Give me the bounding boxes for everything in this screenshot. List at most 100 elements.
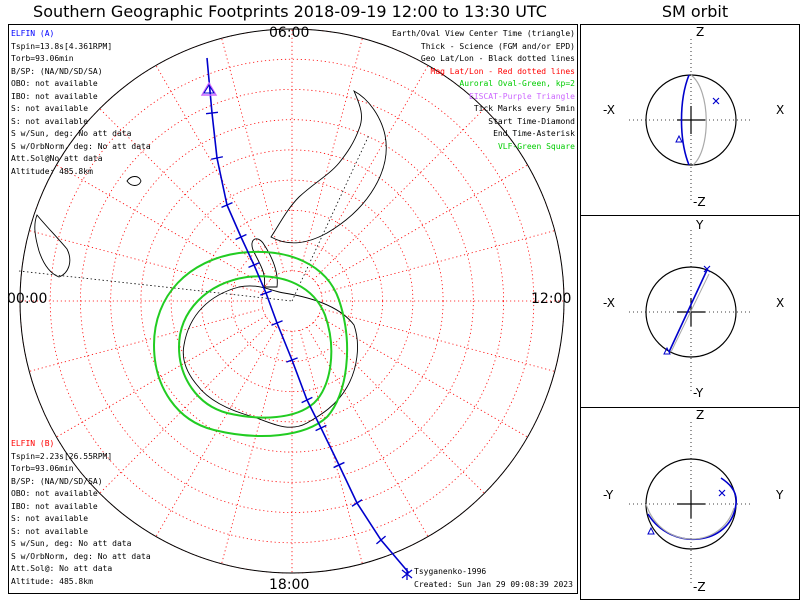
mag-lon-line [99,108,272,281]
track-tick-mark [286,357,298,363]
sm-orbit-title: SM orbit [661,2,729,21]
earth-circle [645,266,737,358]
coastline [182,285,358,428]
legend-item: Auroral Oval-Green, kp=2 [459,79,575,88]
view-center-triangle [203,84,215,94]
legend-item: Earth/Oval View Center Time (triangle) [391,29,575,38]
map-border-circle [19,28,565,574]
sm-xy-top: Y [696,218,704,232]
track-tick-mark [235,233,247,241]
sm-yz-top: Z [696,408,705,422]
legend-item: Tick Marks every 5min [473,104,575,113]
elfin-b-line: Torb=93.06min [11,464,74,473]
sm-panel-yz: Z -Z -Y Y [580,407,800,600]
legend: Earth/Oval View Center Time (triangle) T… [392,28,575,153]
mag-lat-circle [80,89,504,513]
mag-lon-line [56,164,267,287]
mag-lon-line [155,326,278,537]
sm-end-asterisk [703,265,711,273]
mag-lon-line [29,230,264,294]
legend-item: Geo Lat/Lon - Black dotted lines [420,54,575,63]
sm-orbit-gray [645,503,735,540]
mag-lon-line [312,321,485,494]
mag-lon-line [99,321,272,494]
elfin-b-line: Tspin=2.23s[26.55RPM] [11,451,113,461]
end-time-asterisk [401,568,413,580]
footprint-map-svg [18,28,565,580]
mag-lon-line [320,230,555,294]
coastline [251,238,278,288]
mag-lat-circle [110,119,474,483]
mag-lat-circle [170,179,414,423]
elfin-a-line: S: not available [11,104,89,113]
mag-lon-line [320,308,555,372]
lt-label-bottom: 18:00 [269,577,310,593]
elfin-a-name: ELFIN (A) [11,29,55,38]
geo-lon-line [18,270,293,302]
mag-lon-line [306,65,429,276]
model-label: Tsyganenko-1996 [414,567,487,576]
elfin-b-line: S w/OrbNorm, deg: No att data [11,551,151,561]
sm-start-triangle [663,346,671,355]
elfin-a-line: OBO: not available [11,79,98,88]
geo-lon-line [291,134,370,302]
legend-item: VLF-Green Square [497,141,575,151]
sm-end-asterisk [718,489,726,497]
mag-lon-line [221,38,285,273]
elfin-a-line: B/SP: (NA/ND/SD/SA) [11,66,103,76]
elfin-b-line: S: not available [11,514,89,523]
sm-orbit-blue [680,74,690,166]
track-tick-mark [210,156,224,160]
sm-yz-plot [629,422,753,586]
elfin-a-track-line [206,57,410,574]
mag-lat-circle [49,58,535,544]
track-tick-mark [205,111,219,115]
coastline [270,90,387,244]
mag-lon-line [56,315,267,438]
legend-item: Start Time-Diamond [488,116,575,126]
eiscat-triangle [200,81,218,96]
chart-title: Southern Geographic Footprints 2018-09-1… [33,2,547,21]
sm-xz-bottom: -Z [693,195,706,209]
mag-lon-line [29,308,264,372]
track-tick-mark [221,201,233,209]
sm-xz-right: X [776,103,785,117]
mag-lon-line [306,326,429,537]
elfin-a-info: ELFIN (A) Tspin=13.8s[4.361RPM] Torb=93.… [11,28,151,178]
mag-lon-line [299,329,363,564]
sm-xz-left: -X [603,103,615,117]
coastline [126,176,142,186]
elfin-a-line: S w/Sun, deg: No att data [11,129,132,138]
track-tick-mark [375,535,387,545]
elfin-a-line: S: not available [11,116,89,126]
track-tick-mark [301,396,313,404]
sm-yz-bottom: -Z [693,580,706,594]
elfin-b-line: OBO: not available [11,489,98,498]
mag-lon-line [317,164,528,287]
elfin-b-info: ELFIN (B) Tspin=2.23s[26.55RPM] Torb=93.… [11,438,151,588]
legend-item: EISCAT-Purple Triangle [469,91,575,101]
coastline [528,437,559,466]
sm-xy-right: X [776,296,785,310]
elfin-b-line: S w/Sun, deg: No att data [11,539,132,548]
auroral-ovals [152,250,348,437]
lt-label-right: 12:00 [531,291,572,307]
track-tick-mark [351,499,363,507]
sm-orbit-gray [670,273,710,353]
elfin-b-line: S: not available [11,526,89,536]
elfin-b-line: Att.Sol@: No att data [11,564,113,573]
elfin-a-line: Att.Sol@No att data [11,154,103,163]
track-tick-mark [248,261,260,269]
lt-label-left: 00:00 [7,291,48,307]
sm-start-triangle [675,134,683,143]
elfin-a-track [200,57,413,580]
elfin-a-line: Altitude: 485.8km [11,166,93,176]
track-tick-mark [333,461,345,469]
sm-xz-plot [629,39,753,201]
track-tick-mark [271,320,283,326]
mag-lat-circle [231,240,353,362]
legend-item: End Time-Asterisk [493,129,575,138]
sm-end-asterisk [712,97,720,105]
auroral-oval-inner [177,275,333,419]
coastline [34,214,71,278]
